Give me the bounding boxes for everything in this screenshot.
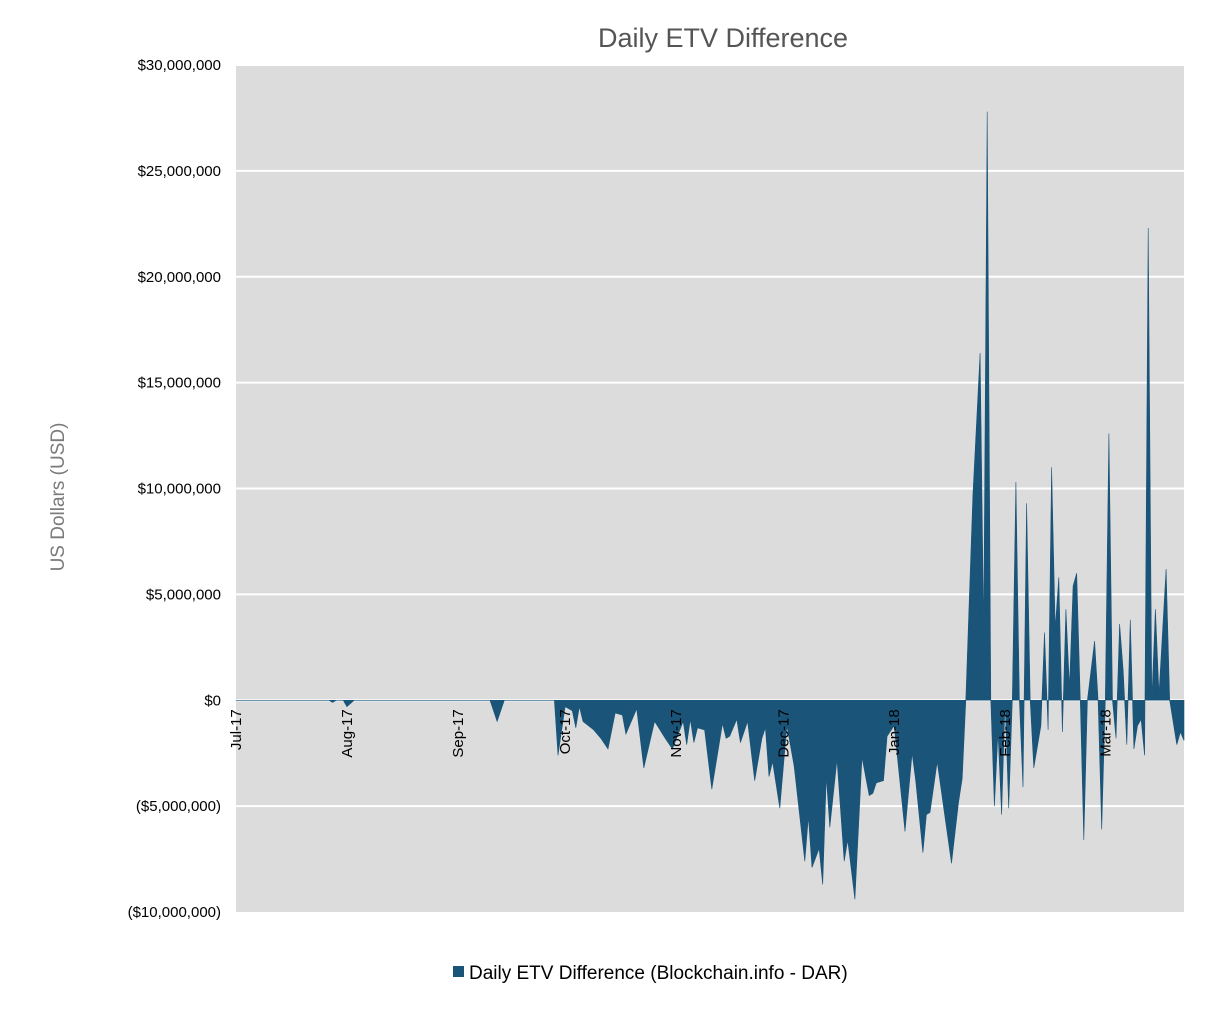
y-axis-title: US Dollars (USD) — [48, 423, 69, 572]
x-tick-label: Jul-17 — [228, 709, 245, 750]
chart-title: Daily ETV Difference — [598, 23, 848, 53]
y-tick-label: $25,000,000 — [138, 163, 221, 180]
y-tick-label: $15,000,000 — [138, 375, 221, 392]
x-tick-label: Dec-17 — [775, 709, 792, 757]
y-tick-label: $30,000,000 — [138, 57, 221, 74]
x-axis-ticks: Jul-17 Aug-17 Sep-17 Oct-17 Nov-17 Dec-17 Jan-… — [228, 709, 1114, 757]
x-tick-label: Sep-17 — [450, 709, 467, 757]
x-tick-label: Mar-18 — [1097, 709, 1114, 757]
y-tick-label: ($5,000,000) — [136, 798, 221, 815]
x-tick-label: Jan-18 — [886, 709, 903, 755]
x-tick-label: Aug-17 — [339, 709, 356, 757]
x-tick-label: Feb-18 — [997, 709, 1014, 757]
y-tick-label: $0 — [204, 692, 221, 709]
legend: Daily ETV Difference (Blockchain.info - … — [453, 963, 848, 984]
y-tick-label: $5,000,000 — [146, 586, 221, 603]
series-layer — [235, 111, 1185, 900]
y-tick-label: $20,000,000 — [138, 269, 221, 286]
y-tick-label: $10,000,000 — [138, 481, 221, 498]
legend-label: Daily ETV Difference (Blockchain.info - … — [469, 963, 848, 984]
y-axis-ticks: $30,000,000 $25,000,000 $20,000,000 $15,000… — [128, 57, 221, 921]
y-tick-label: ($10,000,000) — [128, 904, 221, 921]
series-area — [235, 111, 1185, 900]
x-tick-label: Oct-17 — [557, 709, 574, 754]
legend-swatch — [453, 966, 464, 977]
x-tick-label: Nov-17 — [668, 709, 685, 757]
